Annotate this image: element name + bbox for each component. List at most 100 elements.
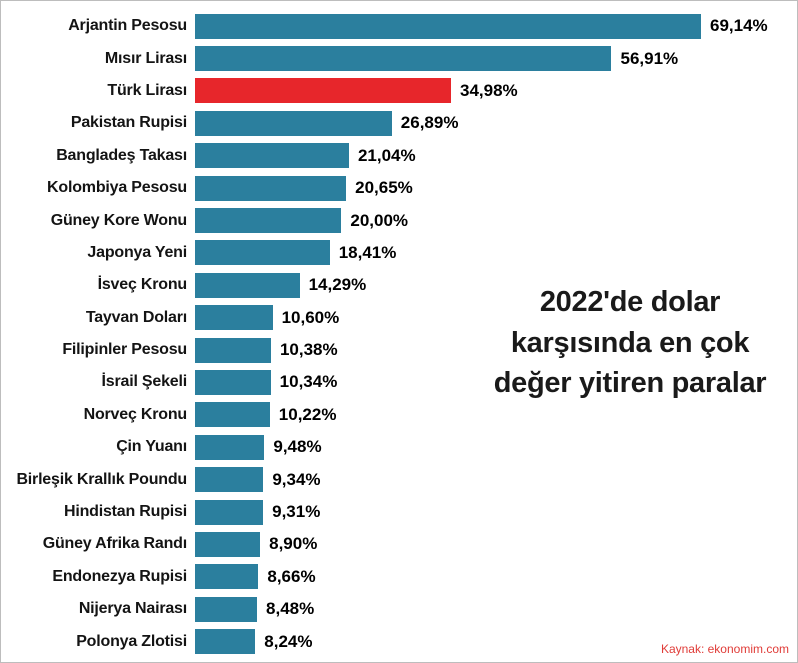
currency-label: Arjantin Pesosu: [68, 17, 187, 35]
currency-label: Bangladeş Takası: [56, 146, 187, 164]
bar: [195, 240, 330, 266]
value-label: 21,04%: [357, 145, 416, 165]
value-label: 9,31%: [272, 502, 321, 522]
currency-label: Pakistan Rupisi: [70, 114, 187, 132]
value-label: 8,66%: [267, 566, 316, 586]
bar: [195, 402, 270, 428]
bar-rows: Arjantin Pesosu 69,14% Mısır Lirası 56,91% T…: [1, 10, 797, 658]
bar: [195, 369, 271, 395]
label-cell: Tayvan Doları: [1, 309, 195, 327]
bar: [195, 110, 392, 136]
currency-label: Filipinler Pesosu: [62, 341, 187, 359]
bar: [195, 208, 342, 234]
chart-row: Filipinler Pesosu 10,38%: [1, 334, 797, 366]
source-credit: Kaynak: ekonomim.com: [660, 642, 789, 656]
currency-label: İsrail Şekeli: [101, 373, 188, 391]
chart-row: Nijerya Nairası 8,48%: [1, 593, 797, 625]
bar: [195, 337, 271, 363]
chart-row: Japonya Yeni 18,41%: [1, 237, 797, 269]
currency-label: Mısır Lirası: [104, 49, 187, 67]
label-cell: Güney Afrika Randı: [1, 535, 195, 553]
value-label: 20,65%: [355, 178, 413, 198]
chart-row: Birleşik Krallık Poundu 9,34%: [1, 463, 797, 495]
label-cell: Hindistan Rupisi: [1, 503, 195, 521]
bar: [195, 596, 258, 622]
value-label: 8,90%: [269, 534, 318, 554]
bar: [195, 46, 612, 72]
value-label: 8,24%: [264, 631, 313, 651]
chart-title-line: karşısında en çok: [510, 326, 750, 359]
currency-label: Tayvan Doları: [85, 308, 187, 326]
label-cell: Kolombiya Pesosu: [1, 179, 195, 197]
bar: [195, 434, 265, 460]
bar: [195, 467, 264, 493]
bar: [195, 531, 261, 557]
currency-label: Japonya Yeni: [87, 243, 187, 261]
chart-row: Hindistan Rupisi 9,31%: [1, 496, 797, 528]
value-label: 18,41%: [338, 242, 397, 262]
currency-label: Kolombiya Pesosu: [47, 179, 187, 197]
label-cell: Endonezya Rupisi: [1, 568, 195, 586]
bar: [195, 78, 451, 104]
chart-row: Polonya Zlotisi 8,24%: [1, 625, 797, 657]
currency-label: Polonya Zlotisi: [76, 632, 187, 650]
currency-label: Güney Afrika Randı: [42, 535, 187, 553]
value-label: 10,34%: [279, 372, 338, 392]
bar: [195, 143, 349, 169]
value-label: 26,89%: [400, 113, 459, 133]
label-cell: Bangladeş Takası: [1, 147, 195, 165]
label-cell: Çin Yuanı: [1, 438, 195, 456]
chart-row: İsveç Kronu 14,29%: [1, 269, 797, 301]
currency-label: İsveç Kronu: [97, 276, 188, 294]
currency-label: Endonezya Rupisi: [52, 567, 187, 585]
bar: [195, 629, 256, 655]
chart-row: Endonezya Rupisi 8,66%: [1, 561, 797, 593]
chart-title: 2022'de dolar karşısında en çok değer yi…: [469, 282, 791, 404]
label-cell: Mısır Lirası: [1, 50, 195, 68]
currency-label: Türk Lirası: [107, 81, 187, 99]
currency-label: Norveç Kronu: [83, 405, 188, 423]
bar: [195, 13, 701, 39]
label-cell: Norveç Kronu: [1, 406, 195, 424]
chart-row: Çin Yuanı 9,48%: [1, 431, 797, 463]
bar: [195, 272, 300, 298]
value-label: 10,22%: [278, 404, 337, 424]
chart-row: Kolombiya Pesosu 20,65%: [1, 172, 797, 204]
value-label: 9,48%: [273, 437, 322, 457]
label-cell: Güney Kore Wonu: [1, 212, 195, 230]
chart-row: Mısır Lirası 56,91%: [1, 42, 797, 74]
label-cell: Birleşik Krallık Poundu: [1, 471, 195, 489]
bar: [195, 499, 264, 525]
chart-title-line: değer yitiren paralar: [493, 367, 767, 400]
value-label: 14,29%: [308, 275, 367, 295]
chart-row: İsrail Şekeli 10,34%: [1, 366, 797, 398]
label-cell: İsveç Kronu: [1, 276, 195, 294]
chart-row: Arjantin Pesosu 69,14%: [1, 10, 797, 42]
label-cell: Filipinler Pesosu: [1, 341, 195, 359]
value-label: 10,38%: [279, 340, 338, 360]
label-cell: Türk Lirası: [1, 82, 195, 100]
chart-row: Güney Kore Wonu 20,00%: [1, 204, 797, 236]
chart-row: Pakistan Rupisi 26,89%: [1, 107, 797, 139]
value-label: 8,48%: [266, 599, 315, 619]
value-label: 34,98%: [460, 80, 518, 100]
value-label: 10,60%: [281, 307, 340, 327]
label-cell: İsrail Şekeli: [1, 373, 195, 391]
chart-row: Tayvan Doları 10,60%: [1, 302, 797, 334]
value-label: 56,91%: [620, 48, 679, 68]
currency-label: Birleşik Krallık Poundu: [16, 470, 187, 488]
bar: [195, 564, 259, 590]
label-cell: Japonya Yeni: [1, 244, 195, 262]
chart-row: Bangladeş Takası 21,04%: [1, 140, 797, 172]
chart-row: Norveç Kronu 10,22%: [1, 399, 797, 431]
currency-label: Hindistan Rupisi: [63, 503, 187, 521]
label-cell: Pakistan Rupisi: [1, 114, 195, 132]
currency-label: Çin Yuanı: [116, 438, 187, 456]
value-label: 20,00%: [350, 210, 409, 230]
currency-label: Nijerya Nairası: [78, 600, 187, 618]
chart-row: Türk Lirası 34,98%: [1, 75, 797, 107]
bar: [195, 305, 273, 331]
chart-title-line: 2022'de dolar: [539, 286, 721, 318]
label-cell: Arjantin Pesosu: [1, 17, 195, 35]
